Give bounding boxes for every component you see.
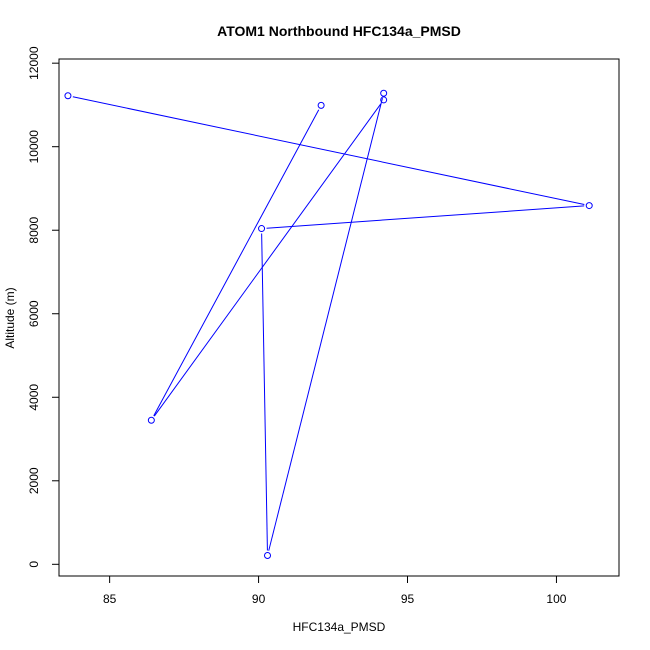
- y-tick-label: 8000: [27, 217, 41, 244]
- data-point: [317, 101, 325, 109]
- y-axis: 0 2000 4000 6000 8000 10000 12000: [27, 46, 59, 568]
- data-point: [64, 92, 72, 100]
- data-point: [380, 96, 388, 104]
- x-tick-label: 90: [252, 592, 266, 606]
- series-segment: [268, 97, 383, 551]
- data-point: [380, 89, 388, 97]
- y-tick-label: 12000: [27, 46, 41, 80]
- y-axis-label: Altitude (m): [3, 287, 17, 348]
- y-tick-label: 6000: [27, 300, 41, 327]
- data-point: [264, 552, 272, 560]
- chart-title: ATOM1 Northbound HFC134a_PMSD: [217, 23, 461, 39]
- y-tick-label: 0: [27, 561, 41, 568]
- plot-frame: [58, 58, 620, 577]
- data-point: [147, 416, 155, 424]
- x-axis-label: HFC134a_PMSD: [293, 620, 386, 634]
- y-tick-label: 4000: [27, 384, 41, 411]
- y-tick-label: 10000: [27, 130, 41, 164]
- x-axis: 85 90 95 100: [103, 576, 567, 606]
- data-point: [585, 202, 593, 210]
- x-tick-label: 100: [546, 592, 566, 606]
- series-segment: [266, 205, 585, 229]
- y-tick-label: 2000: [27, 467, 41, 494]
- series-segment: [261, 233, 268, 551]
- series-segment: [153, 103, 382, 417]
- series-segment: [153, 109, 320, 417]
- x-tick-label: 85: [103, 592, 117, 606]
- series-layer: [64, 89, 593, 560]
- x-tick-label: 95: [401, 592, 415, 606]
- series-segment: [72, 96, 585, 206]
- data-point: [258, 225, 266, 233]
